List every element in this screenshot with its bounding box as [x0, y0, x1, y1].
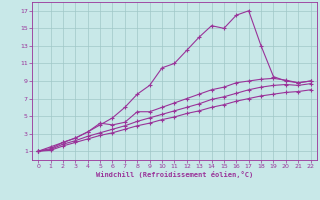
X-axis label: Windchill (Refroidissement éolien,°C): Windchill (Refroidissement éolien,°C): [96, 171, 253, 178]
